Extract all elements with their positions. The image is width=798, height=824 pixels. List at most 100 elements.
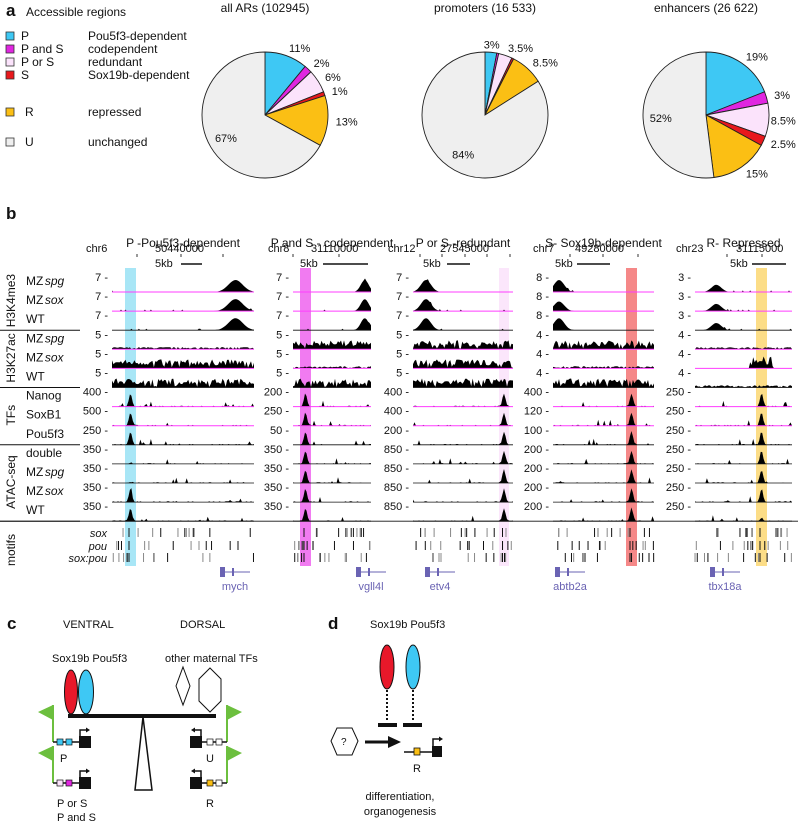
track-scale-label: 400 - — [384, 406, 409, 418]
legend-desc: Sox19b-dependent — [88, 68, 190, 82]
signal-track — [553, 340, 654, 350]
genome-browser-loci: P -Pou5f3-dependent chr6 50440000 5kb 7 - 7 -… — [0, 236, 798, 593]
track-scale-label: 250 - — [264, 406, 289, 418]
track-label-genotype: sox — [45, 293, 65, 307]
track-scale-label: 4 - — [536, 348, 549, 360]
track-scale-label: 4 - — [678, 329, 691, 341]
gene-box — [432, 746, 442, 757]
track-scale-label: 5 - — [276, 329, 289, 341]
track-label: MZ — [26, 331, 43, 345]
pie-label: 11% — [289, 43, 310, 55]
signal-track — [553, 318, 654, 331]
legend-code: U — [25, 135, 34, 149]
panel-a: a Accessible regions P Pou5f3-dependentP … — [5, 1, 796, 181]
legend-swatch — [5, 44, 15, 54]
gene-diagrams — [38, 705, 242, 789]
motif-box — [65, 779, 73, 787]
signal-track — [413, 508, 513, 522]
balance-beam — [68, 714, 216, 718]
signal-track — [293, 366, 371, 369]
track-scale-label: 5 - — [276, 348, 289, 360]
track-label: SoxB1 — [26, 408, 62, 422]
track-scale-label: 250 - — [666, 444, 691, 456]
scale-label: 5kb — [555, 258, 573, 270]
track-scale-label: 350 - — [83, 482, 108, 494]
track-group-label: H3K27ac — [4, 333, 18, 382]
pie-label: 52% — [650, 113, 672, 125]
motif-box — [215, 779, 223, 787]
panel-d-letter: d — [328, 614, 338, 633]
tss-arrow-icon — [79, 770, 86, 777]
track-scale-label: 3 - — [678, 291, 691, 303]
panel-a-title: Accessible regions — [26, 5, 126, 19]
signal-track — [553, 366, 654, 369]
outcome-line-2: organogenesis — [364, 806, 437, 818]
signal-track — [695, 471, 792, 483]
track-scale-label: 350 - — [83, 444, 108, 456]
dorsal-label: DORSAL — [180, 619, 225, 631]
legend-desc: Pou5f3-dependent — [88, 29, 187, 43]
pie-slice-u — [642, 51, 715, 179]
track-scale-label: 350 - — [264, 501, 289, 513]
locus-mych: P -Pou5f3-dependent chr6 50440000 5kb 7 - 7 -… — [83, 236, 254, 593]
track-scale-label: 5 - — [396, 368, 409, 380]
signal-track — [553, 469, 654, 483]
label-p-or-s: P or S — [57, 798, 87, 810]
track-scale-label: 200 - — [264, 387, 289, 399]
signal-track — [413, 340, 513, 350]
tss-arrow-head-icon — [86, 727, 90, 733]
unknown-activator-hexagon — [330, 727, 359, 756]
pie-title: all ARs (102945) — [221, 1, 310, 15]
signal-track — [553, 393, 654, 407]
diamond-tf-shape — [175, 665, 191, 707]
chromosome-label: chr7 — [533, 243, 554, 255]
flag-icon — [227, 705, 242, 720]
tss-arrow-head-icon — [191, 768, 195, 774]
locus-title: P or S -redundant — [416, 236, 511, 250]
pie-slice-u — [201, 51, 321, 179]
track-scale-label: 3 - — [678, 310, 691, 322]
gene-exon — [722, 568, 724, 576]
motif-row-label: sox — [90, 528, 108, 540]
locus-title: P and S - codependent — [271, 236, 394, 250]
legend-code: S — [21, 68, 29, 82]
motif-row-label: sox:pou — [68, 553, 107, 565]
signal-track — [695, 489, 792, 503]
legend-code: R — [25, 105, 34, 119]
motif-box — [206, 738, 214, 746]
scale-label: 5kb — [300, 258, 318, 270]
track-scale-label: 100 - — [524, 425, 549, 437]
track-scale-label: 250 - — [666, 501, 691, 513]
signal-track — [553, 378, 654, 388]
track-label-genotype: spg — [45, 465, 65, 479]
signal-track — [553, 431, 654, 445]
legend-item: P and S codependent — [5, 42, 158, 56]
pie-label: 8.5% — [533, 57, 558, 69]
label-u: U — [206, 753, 214, 765]
signal-track — [413, 378, 513, 388]
legend-swatch — [5, 137, 15, 147]
pie-title: enhancers (26 622) — [654, 1, 758, 15]
gene-box — [190, 777, 202, 789]
locus-title: P -Pou5f3-dependent — [126, 236, 241, 250]
signal-track — [413, 359, 513, 369]
gene-exon — [356, 567, 361, 577]
scale-label: 5kb — [155, 258, 173, 270]
label-r-d: R — [413, 763, 421, 775]
legend-desc: unchanged — [88, 135, 147, 149]
track-scale-label: 4 - — [536, 329, 549, 341]
track-scale-label: 250 - — [666, 463, 691, 475]
signal-track — [112, 299, 254, 312]
signal-track — [293, 340, 371, 350]
track-scale-label: 500 - — [83, 406, 108, 418]
signal-track — [112, 488, 254, 503]
signal-track — [293, 412, 371, 426]
track-scale-label: 200 - — [384, 425, 409, 437]
panel-a-letter: a — [6, 1, 16, 20]
pie-label: 1% — [332, 86, 348, 98]
legend-item: P or S redundant — [5, 55, 143, 69]
pie-label: 3% — [774, 90, 790, 102]
pie-charts: all ARs (102945) 11% 2% 6% 1% 13% 67% promoters… — [201, 1, 796, 181]
